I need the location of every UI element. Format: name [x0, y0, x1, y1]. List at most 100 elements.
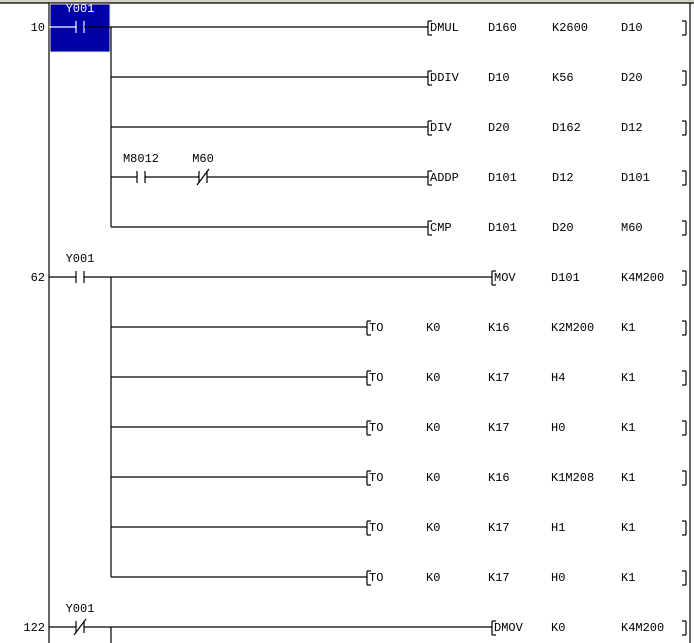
instruction-operand: D10 — [621, 21, 643, 35]
instruction-dmov[interactable]: DMOV K0 K4M200 — [491, 620, 687, 636]
instruction-op: TO — [369, 421, 383, 435]
instruction-operand: D101 — [488, 221, 517, 235]
no-contact-y001[interactable]: Y001 — [49, 2, 111, 53]
instruction-to[interactable]: TO K0 K17 H0 K1 — [366, 570, 687, 586]
instruction-operand: K2600 — [552, 21, 588, 35]
step-number: 62 — [31, 271, 45, 285]
instruction-div[interactable]: DIV D20 D162 D12 — [427, 120, 687, 136]
rung-row[interactable]: Y001 DMUL D160 K2600 D10 — [49, 2, 687, 53]
instruction-operand: K16 — [488, 471, 510, 485]
instruction-operand: K4M200 — [621, 271, 664, 285]
instruction-operand: K1 — [621, 421, 635, 435]
instruction-operand: K1 — [621, 321, 635, 335]
instruction-op: TO — [369, 471, 383, 485]
instruction-op: DMOV — [494, 621, 524, 635]
rung-row[interactable]: Y001 MOV D101 K4M200 — [49, 252, 687, 286]
instruction-addp[interactable]: ADDP D101 D12 D101 — [427, 170, 687, 186]
instruction-mov[interactable]: MOV D101 K4M200 — [491, 270, 687, 286]
instruction-operand: K17 — [488, 421, 510, 435]
step-number: 10 — [31, 21, 45, 35]
instruction-to[interactable]: TO K0 K16 K1M208 K1 — [366, 470, 687, 486]
rung-row[interactable]: TO K0 K17 H0 K1 — [111, 570, 687, 586]
instruction-operand: D101 — [621, 171, 650, 185]
top-border — [0, 0, 694, 3]
instruction-operand: D12 — [621, 121, 643, 135]
rung-row[interactable]: DDIV D10 K56 D20 — [111, 70, 687, 86]
instruction-to[interactable]: TO K0 K17 H0 K1 — [366, 420, 687, 436]
instruction-to[interactable]: TO K0 K17 H1 K1 — [366, 520, 687, 536]
no-contact-y001[interactable]: Y001 — [49, 252, 94, 283]
instruction-operand: K1 — [621, 371, 635, 385]
instruction-operand: K17 — [488, 371, 510, 385]
nc-contact-y001[interactable]: Y001 — [49, 602, 95, 636]
contact-device-label: Y001 — [66, 602, 95, 616]
instruction-op: TO — [369, 371, 383, 385]
instruction-operand: H4 — [551, 371, 565, 385]
no-contact-m8012[interactable]: M8012 — [111, 152, 159, 183]
instruction-operand: K1 — [621, 521, 635, 535]
rung[interactable]: 62 Y001 MOV D101 K4M200 TO K0 K16 K2M200 K1 TO K0 K1… — [31, 252, 687, 586]
instruction-operand: K56 — [552, 71, 574, 85]
rung-row[interactable]: TO K0 K17 H0 K1 — [111, 420, 687, 436]
instruction-op: TO — [369, 321, 383, 335]
instruction-operand: K0 — [551, 621, 565, 635]
contact-device-label: Y001 — [66, 252, 95, 266]
instruction-op: CMP — [430, 221, 452, 235]
instruction-operand: K0 — [426, 421, 440, 435]
instruction-op: DIV — [430, 121, 452, 135]
instruction-op: TO — [369, 571, 383, 585]
instruction-operand: D20 — [552, 221, 574, 235]
rung-row[interactable]: TO K0 K16 K2M200 K1 — [111, 320, 687, 336]
instruction-operand: K1 — [621, 471, 635, 485]
rung-row[interactable]: CMP D101 D20 M60 — [111, 220, 687, 236]
rung[interactable]: 122 Y001 DMOV K0 K4M200 — [23, 602, 687, 643]
nc-slash — [196, 168, 210, 186]
instruction-operand: K0 — [426, 371, 440, 385]
instruction-operand: D160 — [488, 21, 517, 35]
instruction-operand: K4M200 — [621, 621, 664, 635]
instruction-operand: H1 — [551, 521, 565, 535]
instruction-operand: K17 — [488, 571, 510, 585]
instruction-to[interactable]: TO K0 K16 K2M200 K1 — [366, 320, 687, 336]
instruction-operand: K0 — [426, 571, 440, 585]
contact-device-label: M8012 — [123, 152, 159, 166]
instruction-ddiv[interactable]: DDIV D10 K56 D20 — [427, 70, 687, 86]
instruction-operand: D162 — [552, 121, 581, 135]
instruction-operand: D20 — [488, 121, 510, 135]
instruction-op: ADDP — [430, 171, 459, 185]
cursor-highlight — [49, 3, 111, 53]
instruction-operand: D10 — [488, 71, 510, 85]
instruction-op: TO — [369, 521, 383, 535]
instruction-operand: D20 — [621, 71, 643, 85]
instruction-operand: K0 — [426, 471, 440, 485]
instruction-operand: M60 — [621, 221, 643, 235]
instruction-operand: K1 — [621, 571, 635, 585]
instruction-to[interactable]: TO K0 K17 H4 K1 — [366, 370, 687, 386]
step-number: 122 — [23, 621, 45, 635]
contact-device-label: M60 — [192, 152, 214, 166]
instruction-operand: D101 — [551, 271, 580, 285]
instruction-op: DDIV — [430, 71, 460, 85]
rung-row[interactable]: Y001 DMOV K0 K4M200 — [49, 602, 687, 636]
rung[interactable]: 10 Y001 DMUL D160 K2600 D10 DDIV D10 K56 D20 DIV D2… — [31, 2, 687, 236]
instruction-operand: K0 — [426, 321, 440, 335]
rung-row[interactable]: DIV D20 D162 D12 — [111, 120, 687, 136]
instruction-operand: D101 — [488, 171, 517, 185]
instruction-op: MOV — [494, 271, 516, 285]
nc-slash — [73, 618, 87, 636]
instruction-cmp[interactable]: CMP D101 D20 M60 — [427, 220, 687, 236]
instruction-operand: K17 — [488, 521, 510, 535]
contact-device-label: Y001 — [66, 2, 95, 16]
rung-row[interactable]: TO K0 K17 H1 K1 — [111, 520, 687, 536]
instruction-op: DMUL — [430, 21, 459, 35]
instruction-operand: K2M200 — [551, 321, 594, 335]
instruction-operand: H0 — [551, 421, 565, 435]
rung-row[interactable]: M8012 M60 ADDP D101 D12 D101 — [111, 152, 687, 186]
rung-row[interactable]: TO K0 K17 H4 K1 — [111, 370, 687, 386]
rung-row[interactable]: TO K0 K16 K1M208 K1 — [111, 470, 687, 486]
instruction-operand: D12 — [552, 171, 574, 185]
instruction-operand: K16 — [488, 321, 510, 335]
instruction-dmul[interactable]: DMUL D160 K2600 D10 — [427, 20, 687, 36]
instruction-operand: H0 — [551, 571, 565, 585]
